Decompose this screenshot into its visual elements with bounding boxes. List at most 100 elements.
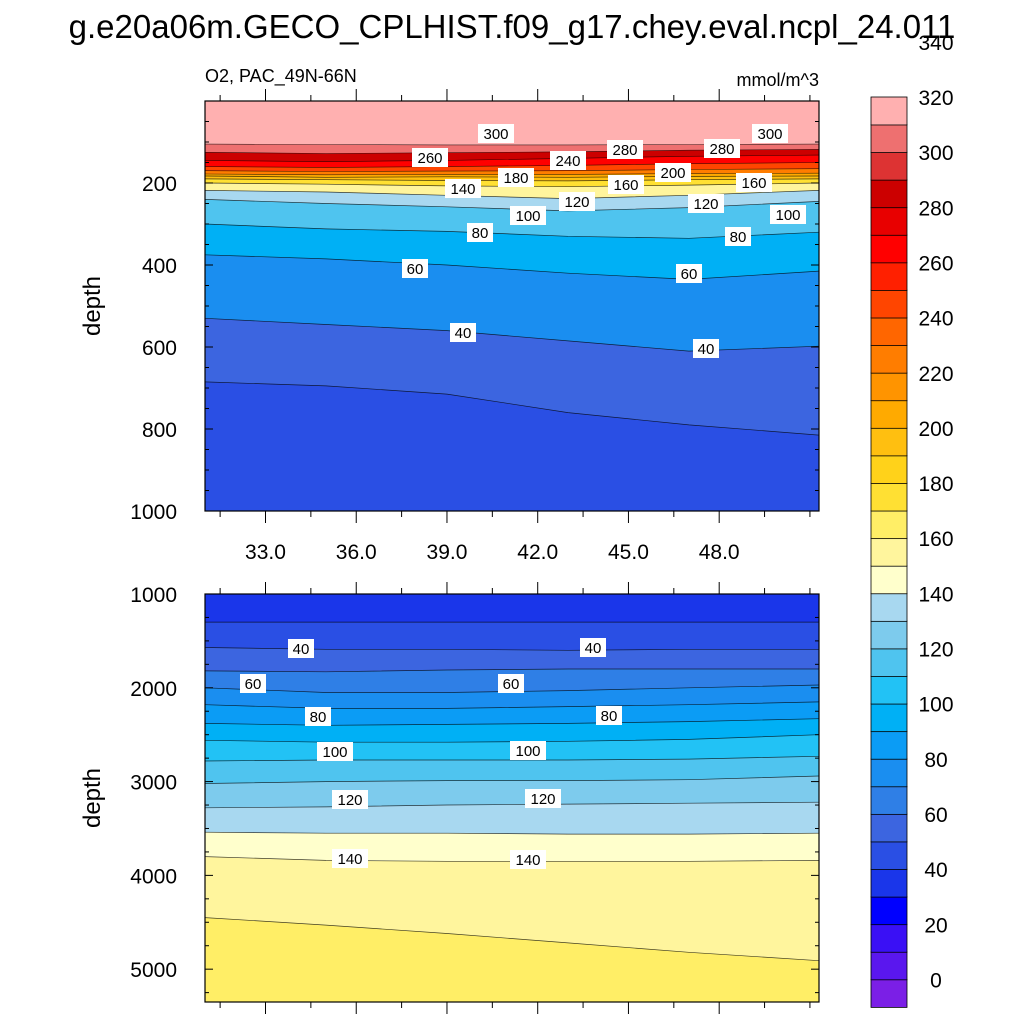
lower-contour-label-text: 80 [601, 708, 618, 725]
colorbar-box [870, 537, 908, 567]
lower-contour-label: 60 [240, 674, 266, 693]
upper-panel: 300 260 240 280 280 300 180 140 160 200 160 120 120 1… [79, 66, 820, 564]
y-tick-label: 400 [142, 255, 177, 278]
colorbar-box [870, 951, 908, 981]
colorbar-box [870, 675, 908, 705]
x-tick-label: 36.0 [336, 541, 377, 564]
upper-contour-label: 300 [478, 124, 514, 143]
upper-contour-label: 40 [450, 323, 476, 342]
colorbar-box [870, 344, 908, 374]
colorbar-label: 80 [924, 749, 947, 772]
subtitle-left: O2, PAC_49N-66N [205, 66, 357, 87]
lower-contour-label: 60 [498, 674, 524, 693]
colorbar-label: 100 [918, 694, 953, 717]
upper-contour-label: 280 [704, 139, 740, 158]
upper-contour-label: 300 [752, 124, 788, 143]
upper-y-axis-label: depth [79, 276, 106, 336]
contour-line [205, 856, 819, 862]
colorbar-box [870, 317, 908, 346]
contour-line [205, 668, 819, 673]
colorbar-box [870, 648, 908, 677]
lower-contour-label: 100 [510, 741, 546, 760]
colorbar-label: 0 [930, 969, 942, 992]
contour-line [205, 917, 819, 962]
upper-contour-label-text: 280 [709, 141, 734, 158]
lower-contour-labels: 40 40 60 60 80 80 100 100 120 120 140 140 [240, 638, 622, 869]
y-tick-label: 1000 [130, 584, 177, 607]
upper-contour-label: 160 [608, 175, 644, 194]
lower-plot-frame [204, 593, 820, 1003]
colorbar-box [870, 96, 908, 126]
upper-contour-label: 140 [445, 179, 481, 198]
upper-contour-label: 200 [655, 163, 691, 182]
lower-contour-label: 140 [332, 849, 368, 868]
upper-contour-label-text: 140 [450, 181, 475, 198]
x-tick-label: 45.0 [608, 541, 649, 564]
contour-line [205, 831, 819, 835]
lower-contour-label-text: 140 [337, 851, 362, 868]
colorbar-label: 20 [924, 914, 947, 937]
lower-contour-label: 40 [580, 638, 606, 657]
upper-contour-label-text: 200 [660, 165, 685, 182]
y-tick-label: 4000 [130, 865, 177, 888]
lower-ticks: 1000 2000 3000 4000 5000 [130, 582, 819, 1014]
colorbar-label: 180 [918, 473, 953, 496]
lower-panel: 40 40 60 60 80 80 100 100 120 120 140 140 1000 2000 3… [79, 582, 820, 1014]
colorbar-label: 280 [918, 197, 953, 220]
upper-contour-label-text: 100 [515, 208, 540, 225]
upper-contour-label-text: 80 [472, 225, 489, 242]
upper-contour-label-text: 40 [698, 341, 715, 358]
upper-contour-label-text: 160 [613, 177, 638, 194]
upper-contour-label: 100 [510, 206, 546, 225]
upper-contour-label-text: 120 [693, 196, 718, 213]
upper-contour-label-text: 280 [612, 142, 637, 159]
lower-contour-label-text: 60 [245, 676, 262, 693]
contour-band [205, 917, 819, 1002]
upper-contour-label: 280 [607, 140, 643, 159]
contour-line [205, 381, 819, 436]
x-tick-label: 42.0 [517, 541, 558, 564]
colorbar-label: 340 [918, 32, 953, 55]
colorbar-box [870, 565, 908, 595]
lower-contour-label-text: 60 [503, 676, 520, 693]
colorbar-label: 300 [918, 142, 953, 165]
colorbar-box [870, 979, 908, 1008]
colorbar-label: 220 [918, 363, 953, 386]
lower-contour-label: 40 [288, 639, 314, 658]
colorbar-box [870, 730, 908, 760]
x-tick-label: 39.0 [427, 541, 468, 564]
y-tick-label: 200 [142, 173, 177, 196]
lower-contour-label: 120 [332, 790, 368, 809]
page-title: g.e20a06m.GECO_CPLHIST.f09_g17.chey.eval… [68, 8, 956, 45]
colorbar-box [870, 813, 908, 843]
colorbar-label: 60 [924, 804, 947, 827]
colorbar-label: 120 [918, 639, 953, 662]
lower-contour-label: 80 [305, 707, 331, 726]
upper-contour-labels: 300 260 240 280 280 300 180 140 160 200 160 120 120 1… [402, 124, 806, 358]
colorbar-box [870, 896, 908, 926]
lower-contour-label: 80 [596, 706, 622, 725]
lower-contour-label-text: 40 [585, 640, 602, 657]
colorbar-box [870, 124, 908, 153]
upper-contour-label-text: 60 [681, 266, 698, 283]
upper-contour-label-text: 260 [417, 150, 442, 167]
colorbar-box [870, 703, 908, 733]
upper-contour-label-text: 120 [564, 194, 589, 211]
colorbar-box [870, 785, 908, 815]
colorbar-box [870, 262, 908, 291]
contour-line [205, 254, 819, 280]
colorbar-box [870, 179, 908, 209]
colorbar-box [870, 455, 908, 484]
lower-contour-lines [205, 621, 819, 962]
colorbar-box [870, 592, 908, 622]
upper-contour-label-text: 180 [503, 170, 528, 187]
lower-contour-label-text: 120 [337, 792, 362, 809]
colorbar-box [870, 510, 908, 540]
colorbar-label: 320 [918, 87, 953, 110]
colorbar-label: 260 [918, 253, 953, 276]
y-tick-label: 2000 [130, 678, 177, 701]
y-tick-label: 5000 [130, 959, 177, 982]
colorbar-box [870, 758, 908, 788]
lower-contour-label-text: 120 [530, 791, 555, 808]
upper-contour-label-text: 300 [757, 126, 782, 143]
